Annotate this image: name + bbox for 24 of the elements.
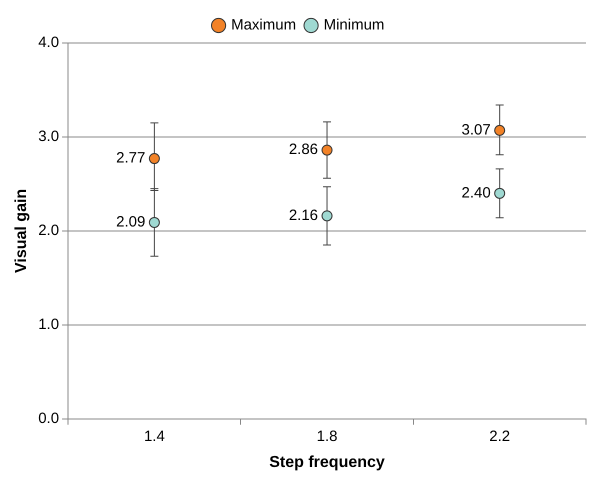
- data-label: 2.77: [116, 150, 146, 167]
- x-tick-label: 1.4: [144, 428, 165, 445]
- point: [494, 124, 506, 136]
- legend-label: Minimum: [324, 16, 384, 34]
- y-tick-label: 4.0: [38, 34, 60, 52]
- data-label: 2.86: [288, 141, 318, 158]
- data-label: 2.40: [461, 184, 491, 202]
- y-axis-title: Visual gain: [13, 188, 30, 273]
- data-label: 2.16: [288, 207, 318, 224]
- point: [148, 216, 160, 228]
- y-tick-label: 0.0: [38, 410, 60, 427]
- x-tick-label: 2.2: [489, 428, 510, 445]
- point: [494, 188, 506, 199]
- data-label: 3.07: [461, 122, 491, 139]
- data-label: 2.09: [116, 214, 146, 231]
- legend-label: Maximum: [231, 16, 296, 34]
- y-tick-label: 3.0: [38, 128, 60, 146]
- point: [322, 144, 333, 156]
- x-tick-label: 1.8: [316, 428, 338, 445]
- y-tick-label: 1.0: [38, 316, 60, 333]
- point: [322, 210, 333, 222]
- x-axis-title: Step frequency: [269, 454, 385, 471]
- point: [148, 153, 160, 164]
- y-tick-label: 2.0: [38, 222, 60, 240]
